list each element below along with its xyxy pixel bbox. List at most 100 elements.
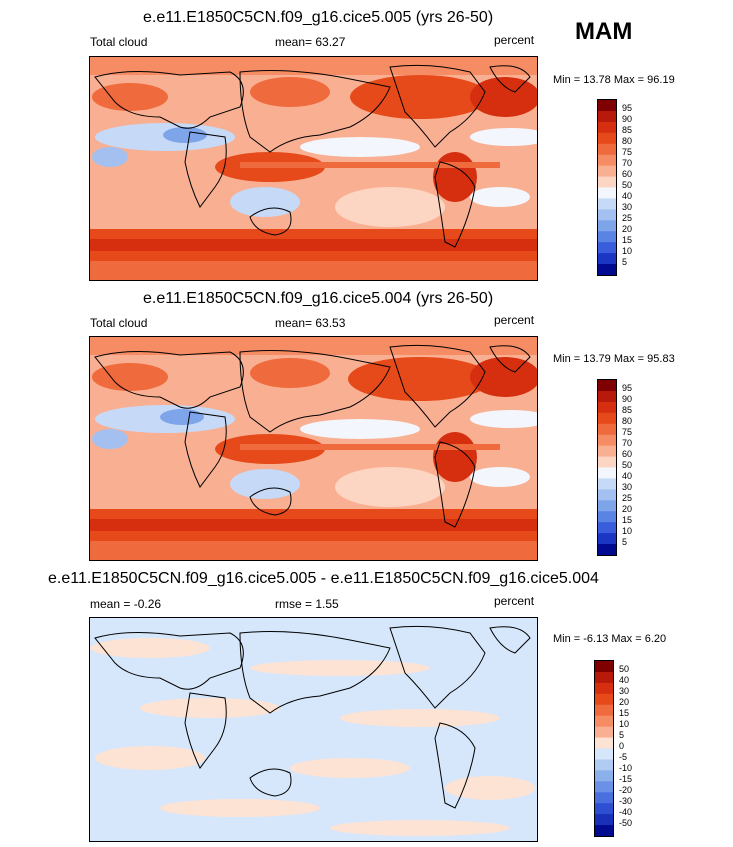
colorbar-swatch	[598, 176, 616, 188]
panel3-cb-label: -50	[619, 818, 633, 828]
panel2-cb-label: 30	[622, 482, 633, 492]
panel1-cb-label: 75	[622, 147, 633, 157]
panel1-cb-label: 95	[622, 103, 633, 113]
panel3-map	[89, 617, 538, 842]
panel1-units-label: percent	[494, 33, 535, 47]
colorbar-swatch	[595, 825, 613, 837]
panel3-cb-label: -30	[619, 796, 633, 806]
panel3-colorbar-labels: 50 40 30 20 15 10 5 0 -5 -10 -15 -20 -30…	[619, 660, 649, 837]
panel2-units-label: percent	[494, 313, 535, 327]
panel1-cb-label: 85	[622, 125, 633, 135]
panel2-colorbar	[597, 379, 617, 556]
colorbar-swatch	[595, 726, 613, 739]
season-label: MAM	[575, 18, 633, 45]
colorbar-swatch	[598, 390, 616, 403]
panel2-cb-label: 85	[622, 405, 633, 415]
colorbar-swatch	[598, 253, 616, 265]
colorbar-swatch	[598, 264, 616, 276]
panel3-cb-label: 15	[619, 708, 630, 718]
panel3-cb-label: 30	[619, 686, 630, 696]
panel1-cb-label: 90	[622, 114, 633, 124]
colorbar-swatch	[598, 132, 616, 145]
colorbar-swatch	[598, 143, 616, 156]
panel1-colorbar-labels: 95 90 85 80 75 70 60 50 40 30 25 20 15 1…	[622, 99, 652, 276]
panel3-cb-label: 10	[619, 719, 630, 729]
panel3-cb-label: -40	[619, 807, 633, 817]
colorbar-swatch	[598, 533, 616, 545]
colorbar-swatch	[595, 748, 613, 760]
colorbar-swatch	[598, 242, 616, 254]
panel2-cb-label: 90	[622, 394, 633, 404]
colorbar-swatch	[598, 154, 616, 167]
colorbar-swatch	[595, 671, 613, 684]
panel3-colorbar	[594, 660, 614, 837]
panel3-cb-label: 40	[619, 675, 630, 685]
colorbar-swatch	[598, 500, 616, 512]
panel1-cb-label: 40	[622, 191, 633, 201]
panel1-minmax: Min = 13.78 Max = 96.19	[553, 74, 675, 86]
panel2-cb-label: 80	[622, 416, 633, 426]
panel3-cb-label: 20	[619, 697, 630, 707]
colorbar-swatch	[598, 478, 616, 490]
colorbar-swatch	[598, 423, 616, 436]
colorbar-swatch	[595, 792, 613, 804]
colorbar-swatch	[595, 814, 613, 826]
panel2-cb-label: 40	[622, 471, 633, 481]
colorbar-swatch	[598, 412, 616, 425]
colorbar-swatch	[598, 220, 616, 232]
panel1-cb-label: 15	[622, 235, 633, 245]
panel2-mean-label: mean= 63.53	[275, 316, 346, 330]
colorbar-swatch	[598, 187, 616, 199]
panel3-cb-label: 5	[619, 730, 625, 740]
colorbar-swatch	[595, 693, 613, 706]
panel2-left-label: Total cloud	[90, 316, 148, 330]
panel2-cb-label: 50	[622, 460, 633, 470]
panel2-cb-label: 5	[622, 537, 628, 547]
panel2-title: e.e11.E1850C5CN.f09_g16.cice5.004 (yrs 2…	[143, 290, 494, 307]
colorbar-swatch	[598, 209, 616, 221]
colorbar-swatch	[595, 770, 613, 782]
panel1-cb-label: 10	[622, 246, 633, 256]
panel1-map	[89, 56, 538, 281]
panel3-minmax: Min = -6.13 Max = 6.20	[553, 633, 667, 645]
panel1-cb-label: 70	[622, 158, 633, 168]
panel3-cb-label: -10	[619, 763, 633, 773]
panel3-cb-label: -20	[619, 785, 633, 795]
colorbar-swatch	[598, 445, 616, 458]
panel2-cb-label: 75	[622, 427, 633, 437]
colorbar-swatch	[595, 704, 613, 717]
panel3-cb-label: 0	[619, 741, 625, 751]
panel1-cb-label: 30	[622, 202, 633, 212]
colorbar-swatch	[598, 434, 616, 447]
colorbar-swatch	[598, 544, 616, 556]
panel1-cb-label: 25	[622, 213, 633, 223]
panel1-title: e.e11.E1850C5CN.f09_g16.cice5.005 (yrs 2…	[143, 9, 494, 26]
panel1-colorbar-swatches	[598, 100, 616, 276]
panel2-colorbar-labels: 95 90 85 80 75 70 60 50 40 30 25 20 15 1…	[622, 379, 652, 556]
colorbar-swatch	[598, 110, 616, 123]
panel3-mean-label: mean = -0.26	[90, 597, 162, 611]
colorbar-swatch	[598, 380, 616, 392]
panel2-cb-label: 15	[622, 515, 633, 525]
panel2-cb-label: 60	[622, 449, 633, 459]
panel3-colorbar-swatches	[595, 661, 613, 837]
colorbar-swatch	[595, 737, 613, 749]
colorbar-swatch	[595, 781, 613, 793]
panel2-colorbar-swatches	[598, 380, 616, 556]
panel3-cb-label: -5	[619, 752, 628, 762]
colorbar-swatch	[598, 100, 616, 112]
panel3-units-label: percent	[494, 594, 535, 608]
panel2-minmax: Min = 13.79 Max = 95.83	[553, 353, 675, 365]
panel1-cb-label: 20	[622, 224, 633, 234]
panel2-cb-label: 25	[622, 493, 633, 503]
colorbar-swatch	[598, 401, 616, 414]
colorbar-swatch	[595, 759, 613, 771]
panel1-cb-label: 60	[622, 169, 633, 179]
colorbar-swatch	[598, 231, 616, 243]
panel1-mean-label: mean= 63.27	[275, 35, 346, 49]
panel3-cb-label: -15	[619, 774, 633, 784]
colorbar-swatch	[595, 682, 613, 695]
panel2-cb-label: 10	[622, 526, 633, 536]
colorbar-swatch	[598, 456, 616, 468]
panel3-cb-label: 50	[619, 664, 630, 674]
